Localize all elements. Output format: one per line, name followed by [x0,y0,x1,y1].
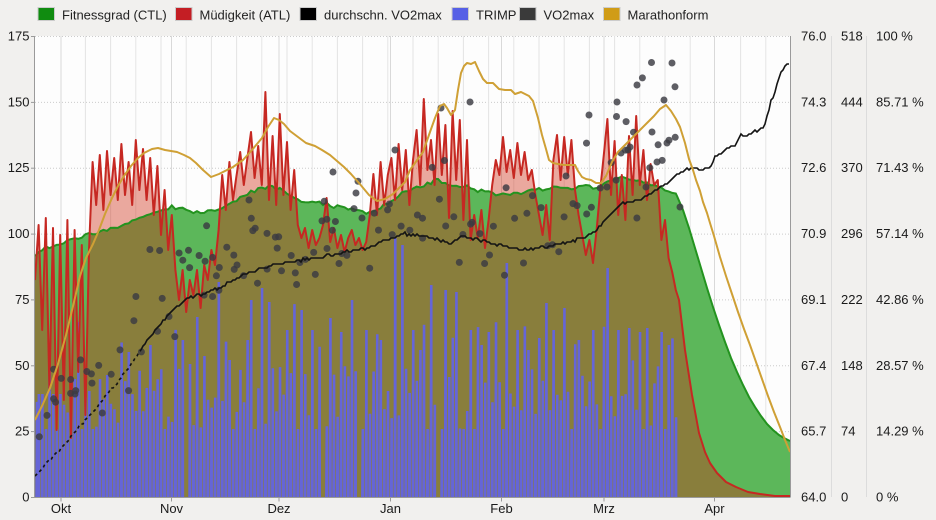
svg-text:28.57 %: 28.57 % [876,358,924,373]
svg-text:69.1: 69.1 [801,292,826,307]
svg-text:222: 222 [841,292,863,307]
svg-text:75: 75 [15,292,29,307]
svg-text:150: 150 [8,94,30,109]
svg-text:148: 148 [841,358,863,373]
svg-text:100 %: 100 % [876,29,913,44]
svg-text:Jan: Jan [380,501,401,516]
svg-text:Marathonform: Marathonform [628,8,709,23]
svg-text:Apr: Apr [704,501,725,516]
svg-text:Müdigkeit (ATL): Müdigkeit (ATL) [200,8,291,23]
svg-text:67.4: 67.4 [801,358,826,373]
svg-text:14.29 %: 14.29 % [876,424,924,439]
svg-text:175: 175 [8,29,30,44]
svg-text:70.9: 70.9 [801,226,826,241]
svg-text:65.7: 65.7 [801,424,826,439]
svg-text:76.0: 76.0 [801,29,826,44]
svg-text:Fitnessgrad (CTL): Fitnessgrad (CTL) [62,8,167,23]
svg-text:Okt: Okt [51,501,72,516]
svg-text:57.14 %: 57.14 % [876,226,924,241]
svg-text:64.0: 64.0 [801,490,826,505]
svg-text:0 %: 0 % [876,490,899,505]
svg-text:72.6: 72.6 [801,160,826,175]
svg-text:VO2max: VO2max [544,8,595,23]
svg-text:85.71 %: 85.71 % [876,94,924,109]
svg-text:296: 296 [841,226,863,241]
svg-text:370: 370 [841,160,863,175]
svg-text:Feb: Feb [490,501,512,516]
svg-text:Nov: Nov [160,501,184,516]
svg-text:Mrz: Mrz [593,501,615,516]
svg-text:125: 125 [8,160,30,175]
svg-text:74: 74 [841,424,855,439]
svg-text:0: 0 [22,490,29,505]
svg-text:0: 0 [841,490,848,505]
svg-text:25: 25 [15,424,29,439]
svg-text:100: 100 [8,226,30,241]
svg-text:50: 50 [15,358,29,373]
svg-text:444: 444 [841,94,863,109]
svg-text:TRIMP: TRIMP [476,8,516,23]
svg-text:518: 518 [841,29,863,44]
svg-text:71.43 %: 71.43 % [876,160,924,175]
svg-text:durchschn. VO2max: durchschn. VO2max [324,8,442,23]
svg-text:Dez: Dez [267,501,290,516]
svg-text:42.86 %: 42.86 % [876,292,924,307]
svg-text:74.3: 74.3 [801,94,826,109]
